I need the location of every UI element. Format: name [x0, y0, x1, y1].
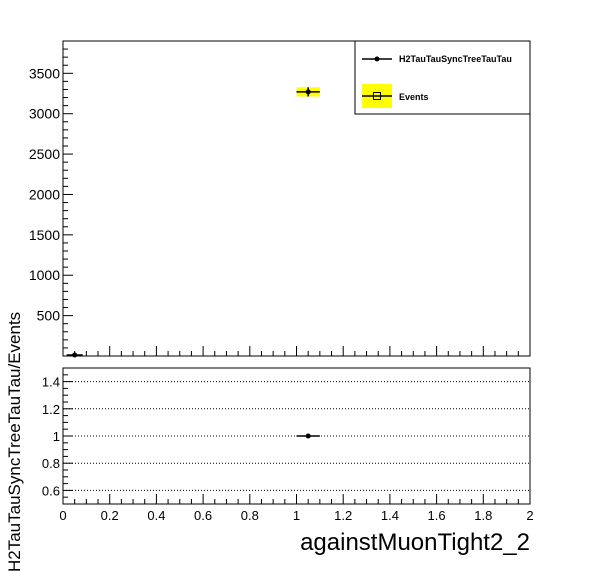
- ratio-plot-marks: [296, 433, 320, 439]
- ratio-y-tick-label: 0.6: [42, 483, 60, 498]
- ratio-x-tick-label: 0.4: [147, 508, 165, 523]
- legend-entry-events: Events: [399, 92, 429, 102]
- ratio-y-tick-label: 0.8: [42, 456, 60, 471]
- ratio-x-tick-label: 1.8: [474, 508, 492, 523]
- ratio-y-axis: 0.6 0.8 1 1.2 1.4: [42, 367, 73, 505]
- y-axis-title: H2TauTauSyncTreeTauTau/Events: [5, 312, 24, 572]
- ratio-point: [305, 433, 311, 439]
- legend-band-marker: [373, 92, 381, 100]
- ratio-y-tick-label: 1.4: [42, 375, 60, 390]
- top-x-axis-ticks: [62, 346, 531, 356]
- legend-point-marker: [374, 56, 380, 62]
- top-y-tick-label: 2500: [29, 146, 60, 162]
- ratio-x-tick-label: 0.8: [241, 508, 259, 523]
- legend-entry-data: H2TauTauSyncTreeTauTau: [399, 54, 512, 64]
- ratio-x-tick-label: 0: [59, 508, 66, 523]
- ratio-x-tick-label: 1.2: [334, 508, 352, 523]
- legend: H2TauTauSyncTreeTauTau Events: [354, 40, 531, 115]
- top-y-tick-label: 500: [37, 308, 61, 324]
- ratio-x-tick-label: 1.4: [381, 508, 399, 523]
- top-y-axis: 500 1000 1500 2000 2500 3000 3500: [29, 48, 73, 349]
- x-axis-title: againstMuonTight2_2: [300, 529, 530, 556]
- ratio-x-axis: 0 0.2 0.4 0.6 0.8 1 1.2 1.4 1.6 1.8 2: [59, 494, 534, 523]
- data-point: [305, 89, 311, 95]
- top-y-tick-label: 1000: [29, 267, 60, 283]
- top-y-tick-label: 1500: [29, 227, 60, 243]
- ratio-x-tick-label: 1: [293, 508, 300, 523]
- top-y-tick-label: 3500: [29, 65, 60, 81]
- ratio-x-tick-label: 0.2: [101, 508, 119, 523]
- ratio-x-tick-label: 0.6: [194, 508, 212, 523]
- ratio-y-tick-label: 1: [53, 429, 60, 444]
- top-y-tick-label: 2000: [29, 186, 60, 202]
- ratio-y-tick-label: 1.2: [42, 402, 60, 417]
- ratio-x-tick-label: 2: [526, 508, 533, 523]
- top-y-tick-label: 3000: [29, 106, 60, 122]
- ratio-x-tick-label: 1.6: [428, 508, 446, 523]
- top-plot-marks: [66, 87, 320, 358]
- data-point: [72, 352, 78, 358]
